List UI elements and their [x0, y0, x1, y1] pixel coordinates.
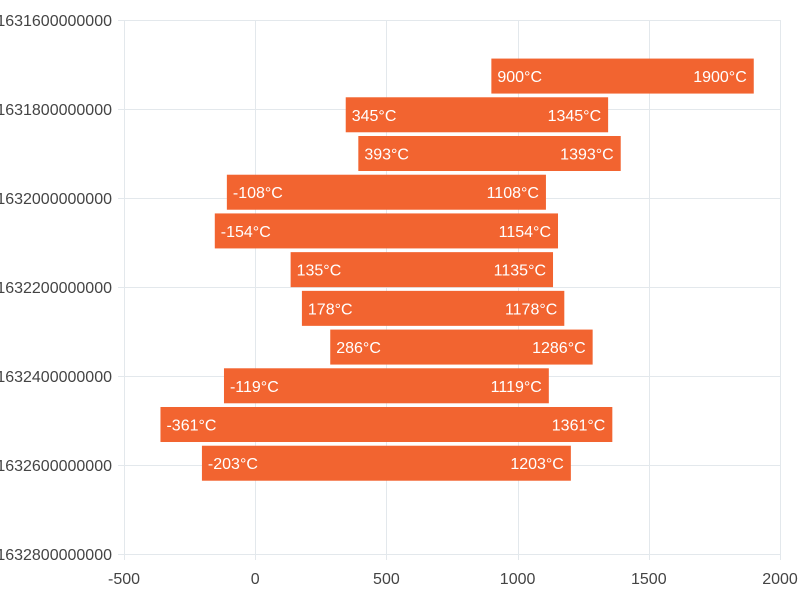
range-bar	[160, 407, 613, 443]
bar-end-label: 1345°C	[548, 108, 602, 125]
range-bar	[345, 97, 609, 133]
x-tick-label: 1500	[631, 571, 667, 588]
y-tick-label: 1631600000000	[0, 13, 112, 30]
range-bar	[214, 213, 559, 249]
range-bar	[290, 252, 554, 288]
range-bar	[301, 290, 565, 326]
y-tick-label: 1632400000000	[0, 369, 112, 386]
bar-end-label: 1119°C	[491, 379, 542, 396]
x-tick-label: -500	[108, 571, 140, 588]
x-tick-label: 1000	[500, 571, 536, 588]
range-bar	[226, 174, 546, 210]
x-tick-label: 2000	[762, 571, 798, 588]
y-axis-ticks: 1631600000000 1631800000000 1632000000000 1…	[0, 13, 112, 564]
bar-end-label: 1900°C	[693, 69, 747, 86]
bar-start-label: 345°C	[352, 108, 397, 125]
bar-end-label: 1154°C	[499, 224, 551, 241]
range-bar	[330, 329, 593, 365]
bar-start-label: 178°C	[308, 301, 353, 318]
bar-end-label: 1135°C	[494, 263, 546, 280]
y-tick-label: 1632600000000	[0, 458, 112, 475]
y-tick-label: 1632200000000	[0, 280, 112, 297]
x-tick-label: 0	[251, 571, 260, 588]
bar-end-label: 1361°C	[552, 418, 606, 435]
x-axis-ticks: -500 0 500 1000 1500 2000	[108, 571, 798, 588]
bar-start-label: 135°C	[297, 263, 342, 280]
bar-start-label: -154°C	[221, 224, 271, 241]
bar-end-label: 1203°C	[510, 456, 564, 473]
bar-end-label: 1108°C	[487, 185, 539, 202]
bar-start-label: 286°C	[336, 340, 381, 357]
bar-end-label: 1178°C	[505, 301, 557, 318]
y-tick-label: 1632800000000	[0, 547, 112, 564]
x-tick-label: 500	[373, 571, 400, 588]
range-bar	[223, 368, 549, 404]
bar-start-label: -119°C	[230, 379, 279, 396]
bar-start-label: -361°C	[166, 418, 216, 435]
range-bar	[358, 136, 621, 171]
y-tick-label: 1631800000000	[0, 102, 112, 119]
bar-start-label: -108°C	[233, 185, 283, 202]
y-tick-label: 1632000000000	[0, 191, 112, 208]
bar-start-label: 900°C	[497, 69, 542, 86]
bar-end-label: 1286°C	[532, 340, 586, 357]
bar-start-label: -203°C	[208, 456, 258, 473]
bars-group: 900°C 1900°C 345°C 1345°C 393°C 1393°C -108°C 1…	[160, 58, 754, 481]
range-bar	[201, 445, 571, 481]
bar-end-label: 1393°C	[560, 147, 614, 164]
range-bar	[491, 58, 754, 94]
bar-start-label: 393°C	[364, 147, 409, 164]
